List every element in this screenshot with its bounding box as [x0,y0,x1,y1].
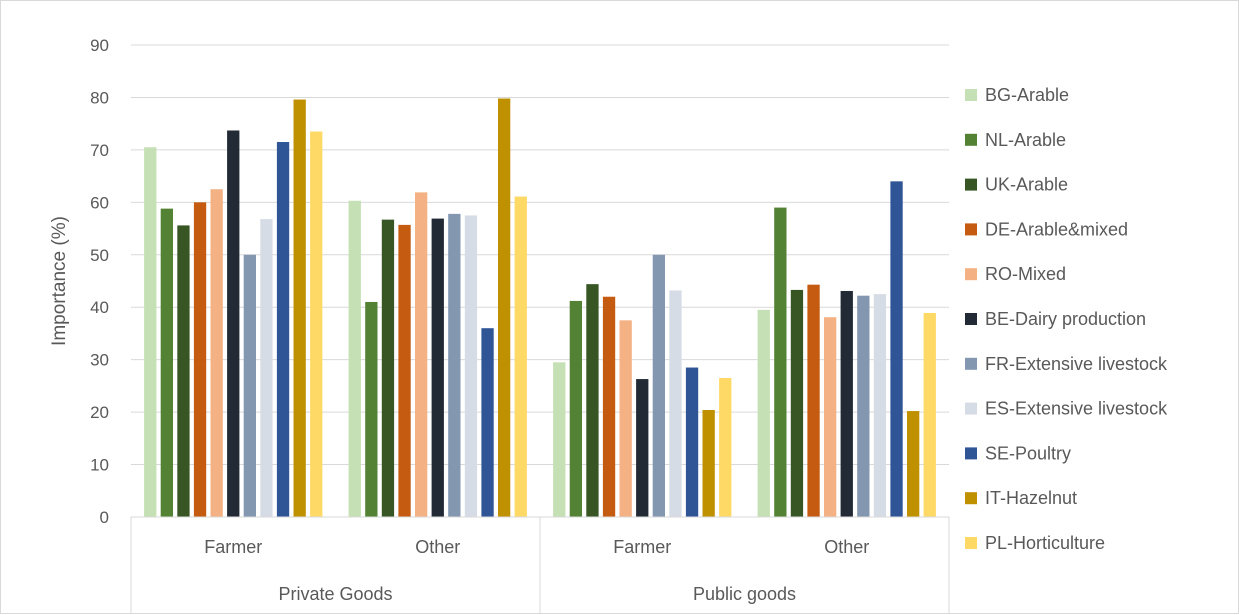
y-tick-label: 90 [90,36,109,55]
legend: BG-Arable NL-Arable UK-Arable DE-Arable&mix… [965,85,1168,553]
legend-label: NL-Arable [985,130,1066,150]
bar: UK-Arable — Farmer: 44.4 [586,284,599,517]
x-axis: Farmer Other Private Goods Farmer Other Publi… [130,516,950,613]
bar: PL-Horticulture — Other: 61.1 [514,196,527,517]
legend-swatch [965,178,977,191]
bar: DE-Arable&mixed — Farmer: 42 [602,296,616,517]
legend-swatch [965,537,977,549]
legend-swatch [965,223,977,236]
x-group-label: Private Goods [278,584,392,604]
bar: BG-Arable — Other: 60.3 [348,200,361,517]
bar: SE-Poultry — Farmer: 71.5 [276,142,290,517]
bar: DE-Arable&mixed — Other: 55.7 [398,224,411,517]
legend-swatch [965,313,977,325]
legend-swatch [965,268,977,281]
legend-swatch [965,133,977,146]
y-tick-label: 40 [90,298,109,317]
legend-label: FR-Extensive livestock [985,354,1168,374]
bar: FR-Extensive livestock — Farmer: 50 [243,254,256,517]
bar: PL-Horticulture — Farmer: 26.5 [719,378,732,517]
bar: PL-Horticulture — Other: 38.9 [923,312,936,517]
y-tick-label: 80 [90,88,109,107]
bar: SE-Poultry — Other: 36 [481,328,494,517]
legend-swatch [965,447,977,460]
bar: FR-Extensive livestock — Other: 57.8 [448,213,461,518]
bar: UK-Arable — Other: 43.3 [790,289,804,517]
legend-swatch [965,89,977,101]
bar: NL-Arable — Other: 41 [365,301,378,517]
bar: FR-Extensive livestock — Other: 42.2 [857,295,870,517]
legend-label: ES-Extensive livestock [985,399,1168,419]
bar: RO-Mixed — Farmer: 62.5 [210,189,223,517]
bar: DE-Arable&mixed — Other: 44.3 [807,284,820,517]
y-tick-label: 70 [90,141,109,160]
bar: BE-Dairy production — Farmer: 73.7 [227,130,240,518]
bar: BE-Dairy production — Other: 43.1 [840,290,853,517]
y-tick-label: 0 [100,508,109,527]
legend-swatch [965,357,977,370]
legend-swatch [965,492,977,505]
bar: IT-Hazelnut — Farmer: 20.4 [702,410,715,517]
y-axis-ticks: 0 10 20 30 40 50 60 70 80 90 [90,36,109,527]
y-axis-label: Importance (%) [49,216,70,346]
legend-label: IT-Hazelnut [985,488,1077,508]
bar: IT-Hazelnut — Other: 20.2 [907,411,920,517]
bar: FR-Extensive livestock — Farmer: 50 [652,254,665,517]
bar: PL-Horticulture — Farmer: 73.5 [310,131,323,518]
x-group-label: Public goods [693,584,796,604]
legend-swatch [965,402,977,415]
y-tick-label: 10 [90,456,109,475]
legend-label: RO-Mixed [985,264,1066,284]
bar: IT-Hazelnut — Farmer: 79.6 [293,99,306,517]
legend-label: DE-Arable&mixed [985,219,1128,239]
y-tick-label: 50 [90,246,109,265]
bar: SE-Poultry — Farmer: 28.5 [685,367,699,517]
x-category-label: Farmer [204,537,262,557]
x-category-label: Farmer [613,537,671,557]
bar: BG-Arable — Other: 39.5 [757,309,770,517]
y-tick-label: 60 [90,193,109,212]
bar: SE-Poultry — Other: 64 [890,181,903,517]
bar: RO-Mixed — Other: 61.9 [415,192,428,517]
legend-label: SE-Poultry [985,443,1071,463]
y-tick-label: 30 [90,351,109,370]
legend-label: BG-Arable [985,85,1069,105]
bar: BE-Dairy production — Farmer: 26.3 [636,379,649,517]
legend-label: PL-Horticulture [985,533,1105,553]
x-category-label: Other [415,537,460,557]
bar: BG-Arable — Farmer: 70.5 [144,147,157,517]
bar: RO-Mixed — Farmer: 37.5 [619,320,632,517]
bar: IT-Hazelnut — Other: 79.8 [498,98,511,517]
bar: BG-Arable — Farmer: 29.5 [553,362,566,517]
bar: ES-Extensive livestock — Farmer: 56.8 [260,219,273,518]
bars: BG-Arable — Farmer: 70.5NL-Arable — Farm… [144,98,936,518]
bar: ES-Extensive livestock — Other: 42.5 [873,294,887,517]
bar: ES-Extensive livestock — Farmer: 43.2 [669,290,682,517]
bar: ES-Extensive livestock — Other: 57.5 [464,215,478,517]
bar: NL-Arable — Farmer: 58.8 [160,208,173,518]
legend-label: BE-Dairy production [985,309,1146,329]
bar: NL-Arable — Other: 59 [774,207,787,518]
bar: UK-Arable — Farmer: 55.6 [177,225,190,518]
x-category-label: Other [824,537,869,557]
bar: RO-Mixed — Other: 38.1 [824,317,837,517]
bar: DE-Arable&mixed — Farmer: 60 [193,202,207,518]
bar: UK-Arable — Other: 56.7 [381,219,395,517]
y-tick-label: 20 [90,403,109,422]
legend-label: UK-Arable [985,175,1068,195]
bar: BE-Dairy production — Other: 56.9 [431,218,444,517]
bar: NL-Arable — Farmer: 41.2 [569,300,582,517]
